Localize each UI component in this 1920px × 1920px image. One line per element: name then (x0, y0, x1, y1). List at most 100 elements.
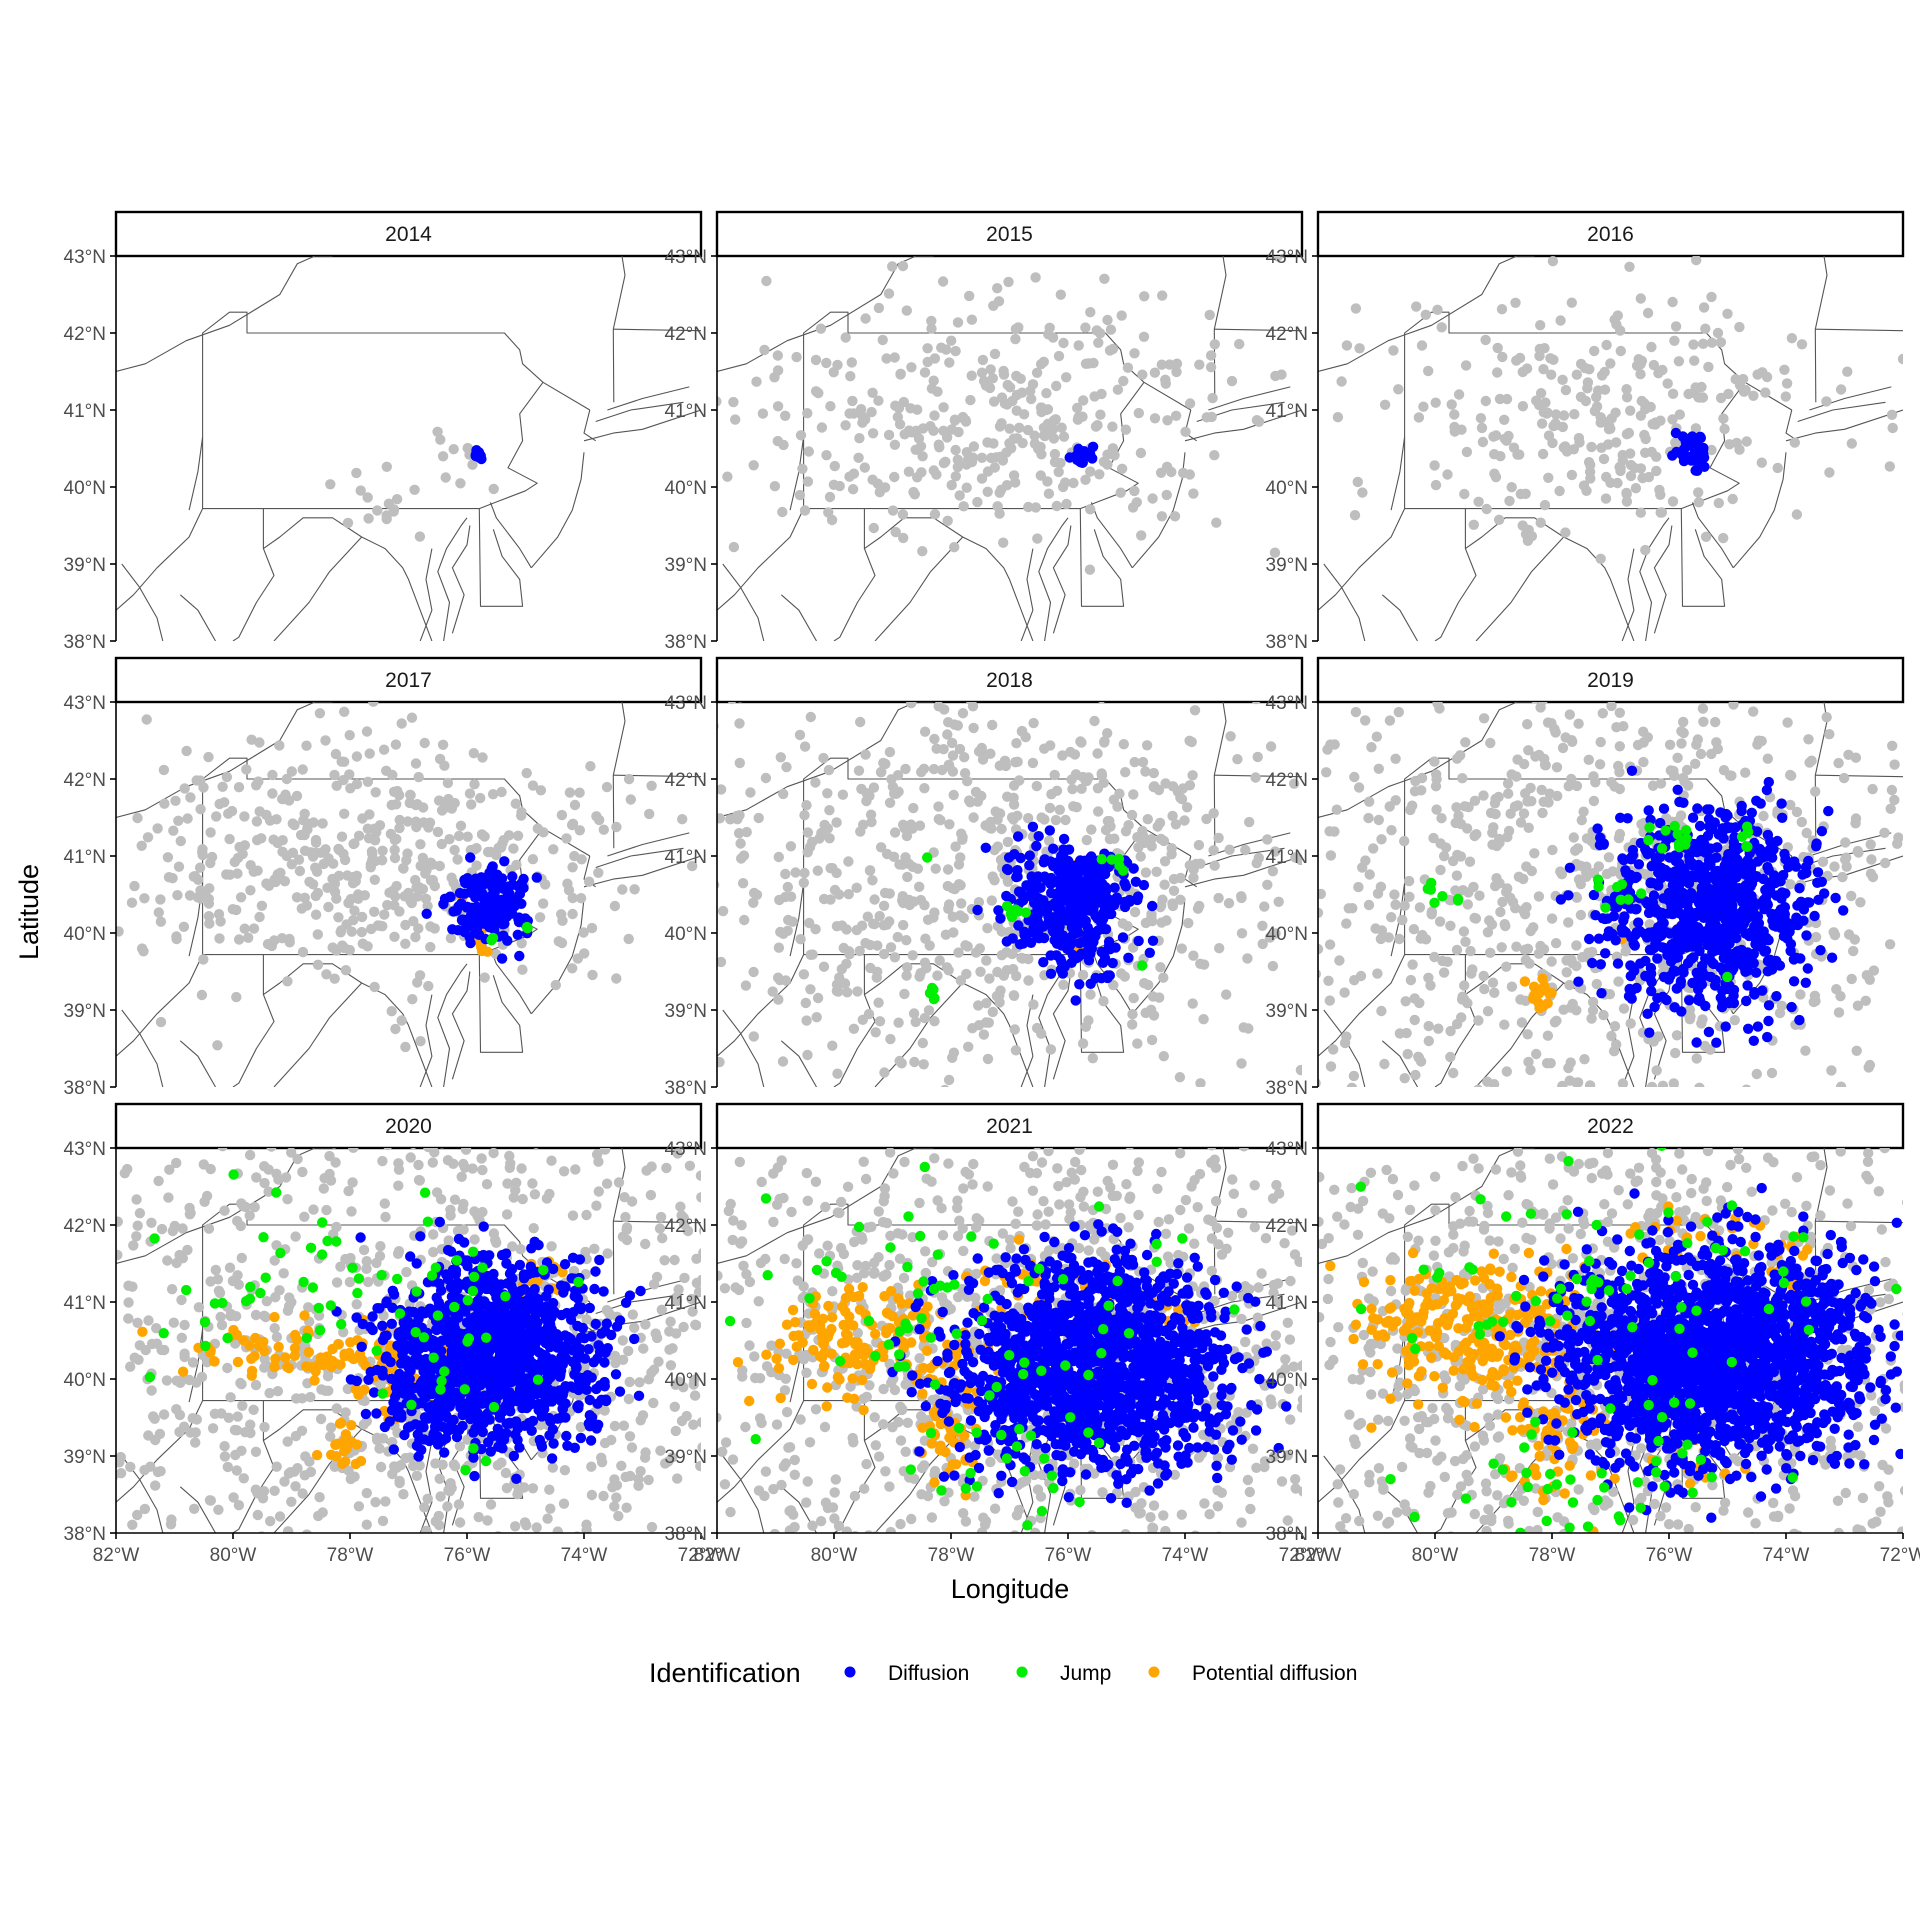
diffusion-point (1774, 960, 1786, 971)
survey-point (1449, 409, 1460, 420)
survey-point (1065, 746, 1076, 758)
survey-point (1561, 967, 1572, 978)
survey-point (759, 344, 770, 356)
survey-point (748, 897, 759, 908)
survey-point (1129, 756, 1140, 768)
survey-point (1521, 902, 1532, 913)
survey-point (1156, 359, 1168, 370)
survey-point (1613, 976, 1624, 987)
diffusion-point (501, 886, 513, 897)
survey-point (253, 1594, 263, 1604)
survey-point (1670, 1047, 1681, 1059)
survey-point (203, 911, 215, 922)
survey-point (304, 876, 315, 887)
survey-point (976, 790, 987, 802)
survey-point (1916, 351, 1920, 361)
survey-point (1848, 945, 1859, 957)
facet-panels: 201438°N39°N40°N41°N42°N43°N201538°N39°N… (64, 210, 1920, 1604)
survey-point (1325, 739, 1336, 750)
survey-point (1207, 392, 1218, 404)
survey-point (898, 819, 909, 830)
survey-point (824, 491, 836, 503)
diffusion-point (1715, 928, 1727, 939)
diffusion-point (1070, 995, 1081, 1006)
diffusion-point (1035, 921, 1046, 932)
survey-point (1127, 1019, 1138, 1030)
survey-point (1112, 384, 1124, 395)
survey-point (1004, 423, 1015, 434)
survey-point (901, 305, 912, 316)
survey-point (1429, 756, 1440, 767)
survey-point (1886, 409, 1898, 420)
survey-point (179, 783, 190, 794)
survey-point (810, 777, 821, 788)
boundary-line (451, 525, 471, 634)
survey-point (1272, 256, 1283, 262)
survey-point (139, 893, 150, 904)
survey-point (1554, 485, 1565, 497)
survey-point (1846, 973, 1857, 985)
survey-point (1430, 479, 1442, 491)
survey-point (1489, 449, 1500, 460)
diffusion-point (1755, 898, 1766, 909)
survey-point (914, 881, 925, 892)
survey-point (957, 831, 968, 843)
survey-point (1209, 339, 1221, 350)
survey-point (753, 812, 764, 824)
survey-point (1799, 563, 1809, 573)
survey-point (751, 889, 763, 900)
survey-point (1120, 767, 1131, 778)
survey-point (204, 918, 215, 929)
survey-point (737, 878, 749, 889)
diffusion-point (1661, 927, 1672, 938)
survey-point (181, 745, 192, 757)
jump-point (1722, 971, 1733, 983)
survey-point (1546, 369, 1557, 380)
boundary-line (1381, 594, 1418, 641)
survey-point (550, 979, 561, 991)
survey-point (1668, 607, 1678, 617)
diffusion-point (1694, 820, 1706, 832)
survey-point (1727, 493, 1738, 505)
survey-point (1107, 421, 1118, 432)
survey-point (256, 900, 268, 911)
diffusion-point (498, 930, 509, 941)
boundary-line (232, 548, 275, 641)
survey-point (1796, 339, 1808, 350)
diffusion-point (1024, 860, 1035, 871)
survey-point (533, 1148, 539, 1149)
survey-point (897, 509, 909, 520)
survey-point (1234, 966, 1244, 976)
survey-point (899, 988, 910, 1000)
survey-point (1691, 1053, 1702, 1064)
survey-point (1835, 384, 1847, 395)
diffusion-point (1077, 912, 1088, 923)
survey-point (895, 368, 906, 379)
diffusion-point (1751, 795, 1762, 806)
survey-point (1004, 438, 1015, 449)
survey-point (1177, 1015, 1187, 1025)
survey-point (317, 818, 328, 829)
boundary-line (116, 256, 333, 373)
survey-point (1564, 709, 1576, 720)
survey-point (1911, 1098, 1920, 1108)
survey-point (1463, 801, 1474, 813)
survey-point (1608, 1046, 1620, 1057)
diffusion-point (1130, 876, 1142, 887)
survey-point (1135, 851, 1146, 862)
survey-point (1785, 799, 1796, 811)
survey-point (1410, 1069, 1421, 1081)
boundary-line (1639, 517, 1670, 641)
diffusion-point (1061, 858, 1073, 869)
survey-point (1084, 564, 1096, 575)
diffusion-point (1708, 958, 1719, 970)
survey-point (1155, 467, 1167, 478)
survey-point (462, 831, 473, 842)
survey-point (1224, 844, 1235, 855)
survey-point (847, 395, 858, 407)
survey-point (1557, 742, 1569, 754)
diffusion-point (1684, 995, 1695, 1006)
survey-point (1640, 403, 1651, 415)
survey-point (1791, 806, 1803, 818)
survey-point (1905, 963, 1915, 973)
